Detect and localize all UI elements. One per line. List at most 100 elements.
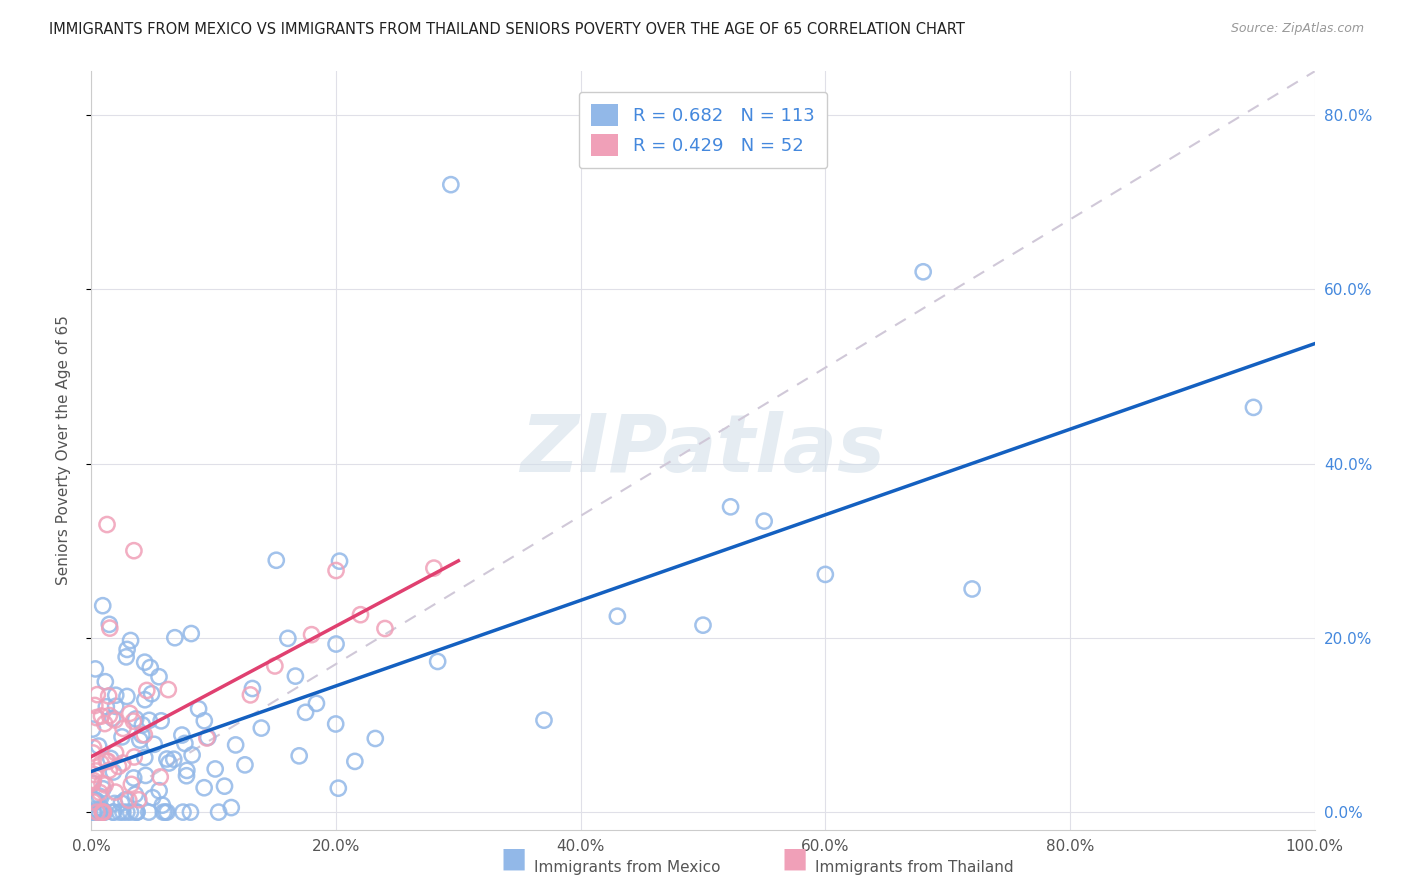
Point bbox=[94, 778, 117, 792]
Point bbox=[118, 793, 141, 807]
Point bbox=[124, 788, 146, 802]
Point bbox=[156, 752, 179, 766]
Point bbox=[104, 785, 127, 799]
Point bbox=[225, 738, 247, 752]
Point bbox=[423, 561, 446, 575]
Point bbox=[122, 714, 145, 728]
Point bbox=[193, 714, 215, 728]
Point bbox=[98, 763, 121, 777]
Point bbox=[301, 628, 323, 642]
Point bbox=[91, 805, 114, 819]
Point bbox=[83, 740, 105, 755]
Point bbox=[195, 731, 218, 745]
Point bbox=[111, 805, 134, 819]
Point bbox=[150, 798, 173, 813]
Point bbox=[100, 751, 122, 765]
Point bbox=[284, 669, 307, 683]
Point bbox=[128, 793, 150, 807]
Point bbox=[96, 517, 118, 532]
Point bbox=[364, 731, 387, 746]
Point bbox=[86, 805, 108, 819]
Point bbox=[89, 789, 111, 804]
Point bbox=[912, 265, 935, 279]
Point bbox=[176, 769, 198, 783]
Point bbox=[157, 682, 180, 697]
Point bbox=[87, 739, 110, 753]
Point bbox=[193, 780, 215, 795]
Point bbox=[163, 631, 186, 645]
Point bbox=[250, 721, 273, 735]
Point bbox=[86, 794, 108, 808]
Point bbox=[115, 805, 138, 819]
Point bbox=[1243, 401, 1265, 415]
Point bbox=[163, 752, 186, 766]
Point bbox=[122, 771, 145, 785]
Point bbox=[111, 756, 134, 771]
Point bbox=[120, 633, 142, 648]
Point bbox=[328, 554, 350, 568]
Point bbox=[103, 797, 125, 811]
Point bbox=[325, 637, 347, 651]
Point bbox=[179, 805, 201, 819]
Text: Immigrants from Mexico: Immigrants from Mexico bbox=[534, 860, 721, 875]
Point bbox=[93, 805, 115, 819]
Point bbox=[138, 714, 160, 728]
Point bbox=[98, 708, 121, 723]
Point bbox=[242, 681, 264, 696]
Point bbox=[305, 697, 328, 711]
Point bbox=[114, 793, 136, 807]
Point bbox=[139, 660, 162, 674]
Point bbox=[277, 632, 299, 646]
Point bbox=[82, 746, 104, 760]
Point bbox=[343, 755, 366, 769]
Point bbox=[115, 642, 138, 657]
Point bbox=[83, 805, 105, 819]
Point bbox=[440, 178, 463, 192]
Point bbox=[122, 543, 145, 558]
Point bbox=[197, 731, 219, 745]
Point bbox=[426, 655, 449, 669]
Point bbox=[180, 626, 202, 640]
Point bbox=[219, 800, 242, 814]
Point bbox=[97, 755, 120, 769]
Point bbox=[104, 699, 127, 714]
Point bbox=[103, 805, 125, 819]
Point bbox=[131, 718, 153, 732]
Point bbox=[104, 713, 127, 727]
Point bbox=[83, 794, 105, 808]
Point bbox=[90, 756, 112, 771]
Point bbox=[82, 776, 104, 790]
Point bbox=[125, 712, 148, 726]
Point bbox=[94, 674, 117, 689]
Point bbox=[83, 698, 105, 713]
Point bbox=[125, 805, 148, 819]
Point bbox=[97, 689, 120, 703]
Point bbox=[125, 805, 148, 819]
Point bbox=[96, 699, 118, 714]
Point bbox=[82, 805, 104, 819]
Point bbox=[204, 762, 226, 776]
Point bbox=[111, 730, 134, 744]
Point bbox=[118, 706, 141, 721]
Point bbox=[83, 792, 105, 806]
Point bbox=[91, 776, 114, 790]
Point bbox=[214, 779, 236, 793]
Point bbox=[172, 805, 194, 819]
Point bbox=[84, 662, 107, 676]
Point bbox=[264, 659, 287, 673]
Point bbox=[89, 786, 111, 800]
Point bbox=[111, 722, 134, 736]
Point bbox=[533, 713, 555, 727]
Point bbox=[91, 599, 114, 613]
Text: Immigrants from Thailand: Immigrants from Thailand bbox=[815, 860, 1014, 875]
Point bbox=[108, 805, 131, 819]
Point bbox=[84, 764, 107, 778]
Point bbox=[120, 777, 142, 791]
Point bbox=[98, 617, 121, 632]
Point bbox=[82, 722, 104, 736]
Point bbox=[104, 746, 127, 760]
Point bbox=[115, 649, 138, 664]
Point bbox=[90, 709, 112, 723]
Text: ZIPatlas: ZIPatlas bbox=[520, 411, 886, 490]
Point bbox=[239, 688, 262, 702]
